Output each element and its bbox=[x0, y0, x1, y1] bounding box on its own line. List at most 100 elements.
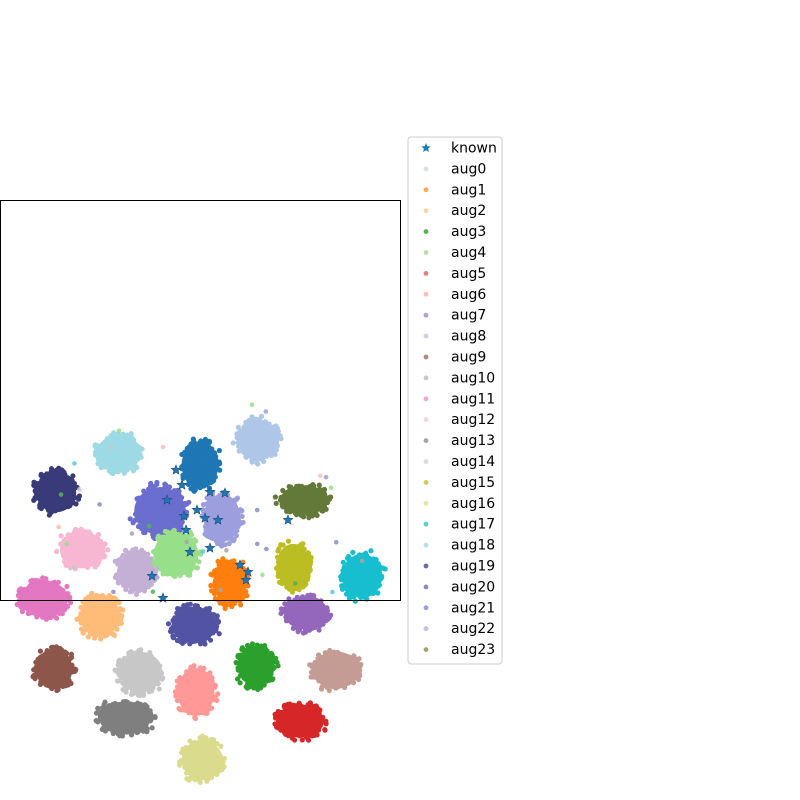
cluster-1-point bbox=[253, 436, 259, 442]
cluster-18-point bbox=[138, 679, 144, 685]
cluster-9-point bbox=[178, 564, 184, 570]
cluster-10-point bbox=[235, 581, 241, 587]
stray-point bbox=[71, 564, 77, 570]
cluster-17-point bbox=[37, 648, 44, 654]
cluster-8-point bbox=[127, 589, 133, 595]
stray-point bbox=[116, 428, 122, 433]
cluster-7-point bbox=[67, 533, 73, 539]
cluster-14-point bbox=[85, 634, 91, 640]
cluster-14-point bbox=[94, 626, 100, 632]
cluster-5-point bbox=[222, 498, 228, 504]
cluster-3-point bbox=[57, 505, 63, 511]
cluster-12-point bbox=[374, 579, 380, 585]
cluster-21-point bbox=[208, 674, 214, 680]
cluster-17-point bbox=[39, 670, 45, 676]
cluster-22-point bbox=[108, 710, 114, 716]
cluster-23-point bbox=[278, 727, 284, 733]
cluster-18-point bbox=[156, 672, 162, 678]
cluster-4-point bbox=[149, 498, 155, 504]
cluster-22-point bbox=[133, 709, 140, 715]
cluster-18-point bbox=[139, 692, 145, 698]
cluster-19-point bbox=[247, 654, 253, 660]
cluster-8-point bbox=[137, 567, 144, 574]
cluster-11-point bbox=[289, 589, 296, 595]
cluster-21-point bbox=[173, 693, 179, 699]
cluster-8-point bbox=[119, 577, 125, 584]
cluster-19-point bbox=[257, 647, 264, 653]
cluster-7-point bbox=[100, 552, 107, 558]
cluster-1-point bbox=[249, 414, 255, 420]
cluster-24-point bbox=[199, 754, 205, 760]
cluster-0-point bbox=[214, 463, 220, 469]
cluster-10-point bbox=[225, 559, 231, 565]
cluster-14-point bbox=[108, 620, 114, 626]
cluster-3-point bbox=[48, 474, 54, 480]
legend-dot-icon bbox=[423, 480, 429, 485]
cluster-16-point bbox=[304, 627, 310, 634]
legend-dot-icon bbox=[423, 417, 429, 423]
cluster-20-point bbox=[324, 671, 330, 678]
cluster-1-point bbox=[251, 441, 257, 447]
stray-point bbox=[97, 502, 102, 507]
cluster-19-point bbox=[254, 680, 260, 687]
cluster-4-point bbox=[154, 479, 160, 486]
cluster-21-point bbox=[185, 703, 191, 709]
cluster-21-point bbox=[214, 697, 220, 704]
cluster-18-point bbox=[128, 663, 134, 669]
cluster-16-point bbox=[284, 604, 290, 610]
cluster-6-point bbox=[297, 496, 303, 502]
cluster-12-point bbox=[352, 598, 358, 604]
cluster-23-point bbox=[317, 719, 323, 726]
cluster-10-point bbox=[219, 582, 225, 588]
cluster-8-point bbox=[129, 566, 136, 573]
cluster-6-point bbox=[279, 501, 285, 507]
cluster-13-point bbox=[55, 608, 61, 614]
cluster-6-point bbox=[328, 494, 334, 500]
cluster-20-point bbox=[344, 667, 350, 674]
cluster-1-point bbox=[252, 448, 259, 454]
cluster-1-point bbox=[251, 453, 257, 459]
cluster-15-point bbox=[193, 606, 199, 612]
cluster-20-point bbox=[308, 674, 314, 680]
cluster-22-point bbox=[95, 705, 101, 711]
stray-point bbox=[359, 558, 365, 564]
cluster-23-point bbox=[281, 702, 288, 708]
cluster-11-point bbox=[301, 546, 307, 552]
cluster-1-point bbox=[243, 419, 249, 426]
cluster-20-point bbox=[328, 669, 335, 675]
cluster-22-point bbox=[122, 698, 129, 705]
legend-label: aug16 bbox=[451, 496, 495, 512]
cluster-18-point bbox=[156, 686, 162, 692]
cluster-19-point bbox=[261, 682, 267, 688]
cluster-5-point bbox=[227, 527, 233, 533]
cluster-18-point bbox=[116, 658, 122, 664]
cluster-24-point bbox=[190, 755, 197, 761]
cluster-13-point bbox=[27, 583, 33, 589]
cluster-1-point bbox=[240, 442, 246, 449]
cluster-13-point bbox=[58, 594, 64, 601]
cluster-13-point bbox=[35, 578, 42, 584]
cluster-7-point bbox=[85, 533, 91, 539]
cluster-2-point bbox=[99, 455, 105, 461]
cluster-21-point bbox=[209, 679, 215, 685]
cluster-9-point bbox=[169, 553, 175, 559]
cluster-1-point bbox=[236, 432, 242, 438]
cluster-20-point bbox=[339, 652, 345, 658]
cluster-7-point bbox=[70, 540, 76, 546]
cluster-15-point bbox=[171, 618, 178, 624]
cluster-9-point bbox=[189, 537, 195, 543]
cluster-16-point bbox=[307, 609, 313, 615]
cluster-6 bbox=[272, 482, 334, 521]
cluster-4-point bbox=[179, 505, 185, 511]
cluster-2-point bbox=[134, 465, 140, 471]
cluster-12-point bbox=[360, 552, 366, 558]
cluster-12-point bbox=[361, 578, 367, 585]
cluster-0-point bbox=[204, 459, 210, 465]
cluster-8-point bbox=[112, 558, 118, 564]
cluster-10-point bbox=[236, 572, 242, 579]
cluster-7 bbox=[54, 526, 111, 572]
cluster-10-point bbox=[229, 574, 235, 580]
cluster-4-point bbox=[146, 486, 152, 492]
cluster-14-point bbox=[89, 590, 95, 596]
cluster-1-point bbox=[240, 431, 246, 437]
